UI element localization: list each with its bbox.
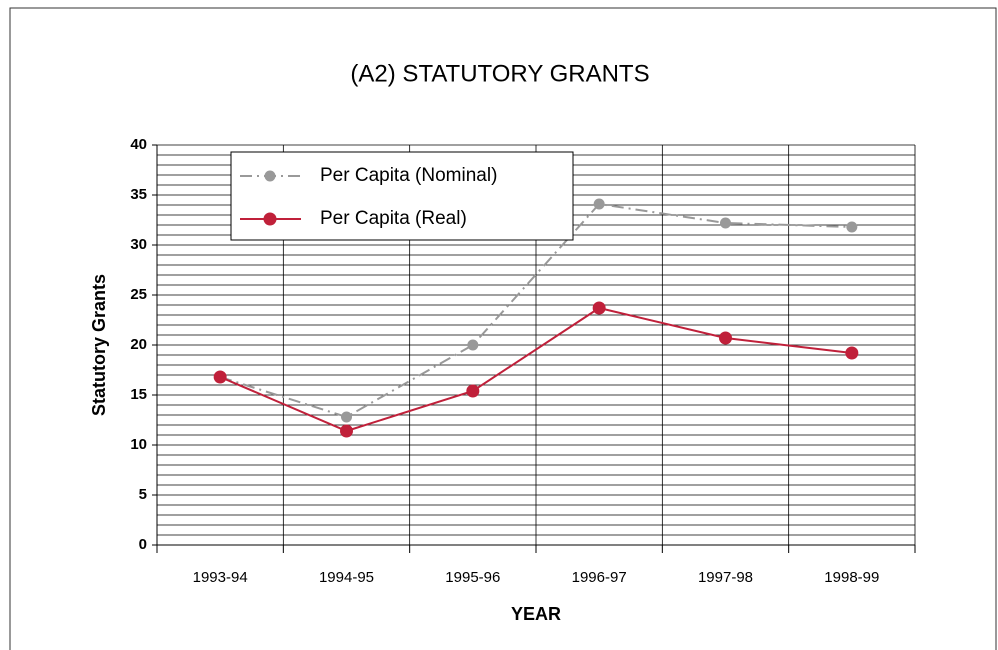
- frame: [9, 7, 997, 650]
- data-point: [467, 339, 479, 351]
- data-point: [593, 198, 605, 210]
- data-point: [719, 331, 732, 345]
- x-tick-label: 1994-95: [319, 569, 374, 586]
- y-tick-label: 20: [130, 336, 147, 353]
- y-axis-label: Statutory Grants: [89, 274, 109, 416]
- y-tick-label: 10: [130, 436, 147, 453]
- y-tick-label: 30: [130, 236, 147, 253]
- x-axis-label: YEAR: [511, 604, 561, 624]
- series-line: [219, 306, 852, 433]
- y-tick-label: 5: [139, 486, 147, 503]
- y-tick-label: 0: [139, 536, 147, 553]
- y-tick-label: 35: [130, 186, 147, 203]
- data-point: [340, 424, 353, 438]
- x-tick-label: 1996-97: [572, 569, 627, 586]
- data-point: [720, 217, 731, 229]
- legend-label: Per Capita (Nominal): [320, 165, 497, 186]
- y-tick-label: 40: [130, 136, 147, 153]
- legend-marker: [263, 212, 277, 226]
- data-point: [846, 221, 858, 233]
- data-point: [592, 301, 606, 315]
- legend-box: [230, 151, 574, 241]
- y-tick-label: 25: [130, 286, 147, 303]
- chart-title: (A2) STATUTORY GRANTS: [350, 60, 649, 87]
- x-tick-label: 1993-94: [193, 569, 248, 586]
- y-tick-label: 15: [130, 386, 147, 403]
- legend-label: Per Capita (Real): [320, 208, 467, 229]
- data-point: [213, 370, 227, 384]
- data-point: [845, 346, 859, 360]
- data-point: [341, 411, 352, 423]
- data-point: [466, 384, 480, 398]
- legend-marker: [264, 170, 276, 182]
- x-tick-label: 1998-99: [824, 569, 879, 586]
- x-tick-label: 1995-96: [445, 569, 500, 586]
- x-tick-label: 1997-98: [698, 569, 753, 586]
